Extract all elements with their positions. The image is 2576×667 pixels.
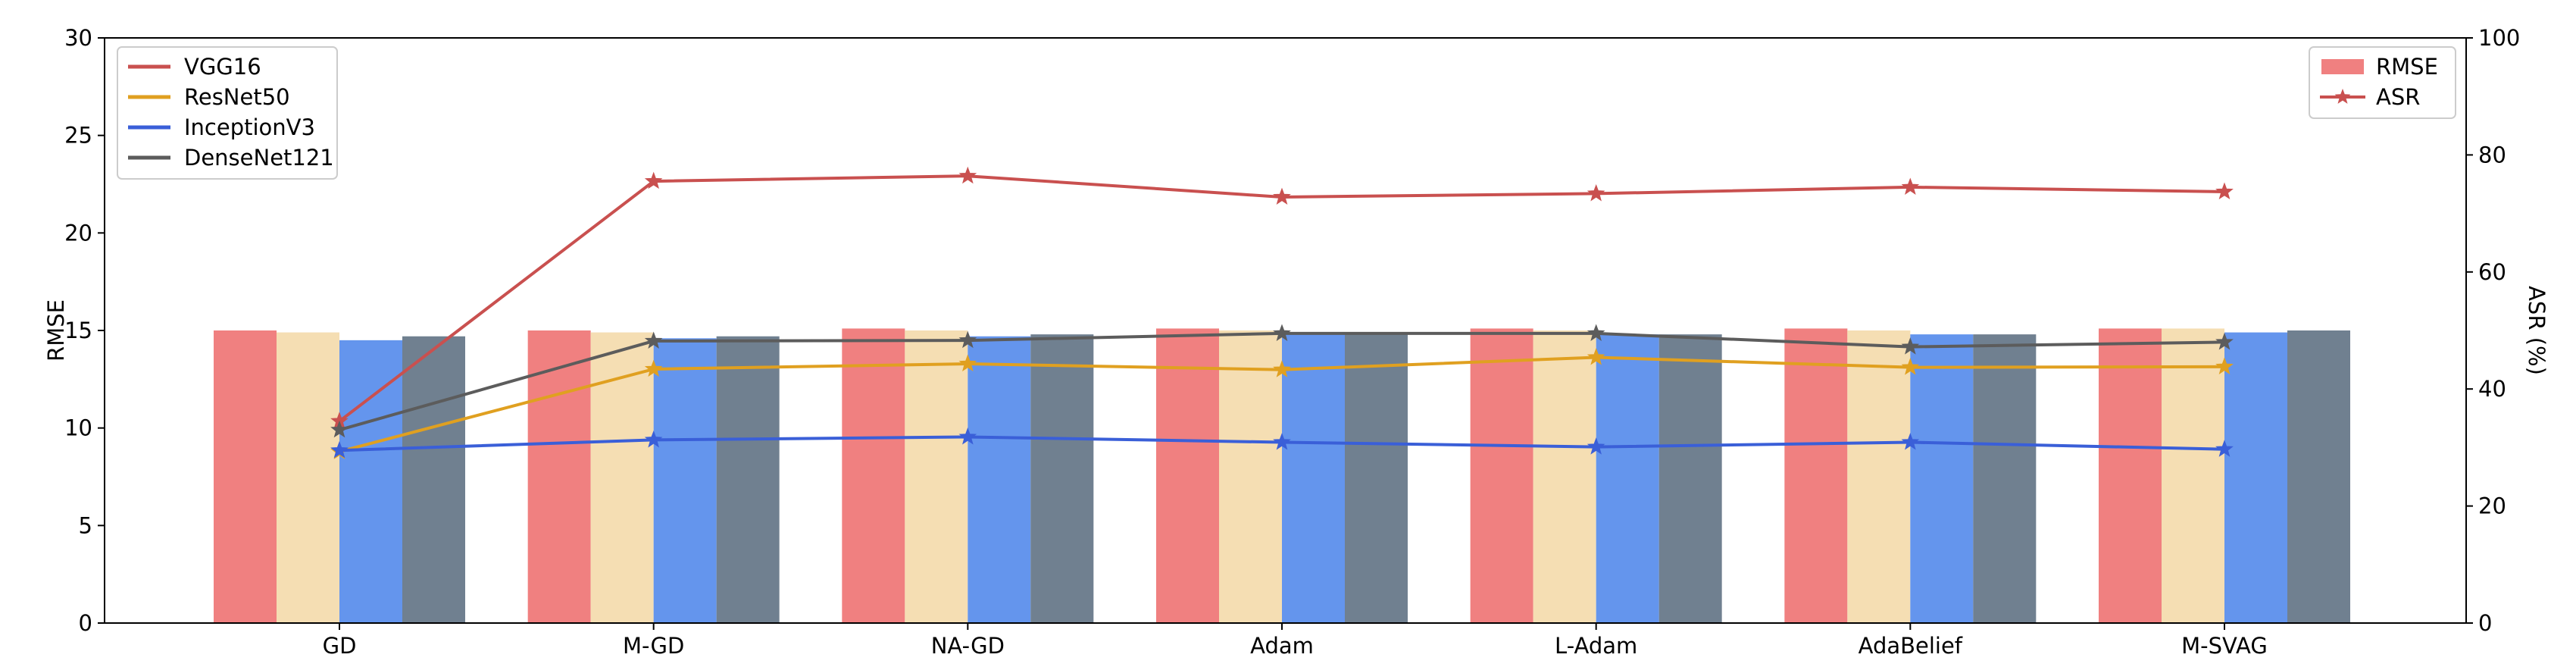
x-tick-label: AdaBelief <box>1859 633 1963 659</box>
bar-InceptionV3-M-SVAG <box>2224 332 2287 623</box>
bar-VGG16-L-Adam <box>1470 328 1533 623</box>
bar-DenseNet121-M-GD <box>716 336 780 623</box>
bar-InceptionV3-M-GD <box>653 338 717 623</box>
y2-tick-label: 60 <box>2478 259 2506 285</box>
bar-InceptionV3-AdaBelief <box>1910 334 1974 623</box>
x-tick-label: M-GD <box>623 633 684 659</box>
bar-ResNet50-L-Adam <box>1533 330 1596 623</box>
x-tick-label: Adam <box>1250 633 1314 659</box>
y2-tick-label: 40 <box>2478 376 2506 402</box>
point-VGG16-NA-GD <box>958 166 977 184</box>
bar-InceptionV3-Adam <box>1282 334 1345 623</box>
bar-VGG16-M-GD <box>527 330 591 623</box>
bar-InceptionV3-L-Adam <box>1596 334 1659 623</box>
point-DenseNet121-L-Adam <box>1587 324 1605 341</box>
point-InceptionV3-AdaBelief <box>1901 433 1920 450</box>
bar-InceptionV3-GD <box>339 340 402 623</box>
bar-VGG16-AdaBelief <box>1784 328 1848 623</box>
left-axis: 0 5 10 15 20 25 30 <box>64 25 105 636</box>
y-tick-label: 25 <box>64 123 92 149</box>
point-ResNet50-M-GD <box>644 359 663 377</box>
point-DenseNet121-NA-GD <box>958 330 977 349</box>
legend-metrics: RMSE ASR <box>2309 46 2456 119</box>
legend-star-ASR <box>2334 89 2351 104</box>
point-VGG16-L-Adam <box>1587 183 1605 202</box>
bar-VGG16-M-SVAG <box>2099 328 2162 623</box>
point-DenseNet121-GD <box>330 420 349 438</box>
bar-ResNet50-M-GD <box>590 332 654 623</box>
x-tick-label: NA-GD <box>931 633 1005 659</box>
bar-DenseNet121-AdaBelief <box>1973 334 2037 623</box>
legend-label-RMSE: RMSE <box>2376 54 2438 80</box>
y2-axis-title: ASR (%) <box>2524 286 2549 375</box>
y-tick-label: 0 <box>79 610 92 636</box>
point-DenseNet121-M-GD <box>644 331 663 349</box>
legend-label-ResNet50: ResNet50 <box>184 84 290 110</box>
point-DenseNet121-AdaBelief <box>1901 337 1920 355</box>
y2-tick-label: 20 <box>2478 493 2506 519</box>
point-InceptionV3-M-SVAG <box>2215 440 2234 457</box>
legend-models-box <box>117 46 338 180</box>
y-tick-label: 30 <box>64 25 92 51</box>
bar-VGG16-Adam <box>1156 328 1219 623</box>
bar-ResNet50-NA-GD <box>905 330 968 623</box>
legend-models: VGG16 ResNet50 InceptionV3 DenseNet121 <box>117 46 338 180</box>
bar-DenseNet121-L-Adam <box>1658 334 1722 623</box>
x-axis: GD M-GD NA-GD Adam L-Adam AdaBelief M-SVAG <box>323 623 2268 659</box>
legend-swatch-RMSE <box>2321 59 2364 74</box>
point-DenseNet121-Adam <box>1273 324 1291 341</box>
lines-layer <box>330 166 2234 459</box>
point-ResNet50-Adam <box>1273 360 1291 377</box>
bars-layer <box>214 328 2350 623</box>
point-InceptionV3-M-GD <box>644 430 663 448</box>
point-ResNet50-L-Adam <box>1587 348 1605 365</box>
bar-DenseNet121-NA-GD <box>1030 334 1094 623</box>
bar-ResNet50-M-SVAG <box>2162 328 2224 623</box>
bar-VGG16-GD <box>214 330 277 623</box>
point-DenseNet121-M-SVAG <box>2215 332 2234 350</box>
bar-VGG16-NA-GD <box>842 328 905 623</box>
point-VGG16-M-GD <box>644 171 663 189</box>
point-InceptionV3-Adam <box>1273 433 1291 450</box>
y-axis-title: RMSE <box>43 299 69 362</box>
legend-label-VGG16: VGG16 <box>184 54 261 80</box>
point-ResNet50-NA-GD <box>958 354 977 372</box>
point-VGG16-AdaBelief <box>1901 177 1920 195</box>
bar-ResNet50-Adam <box>1219 330 1282 623</box>
legend-label-DenseNet121: DenseNet121 <box>184 145 334 171</box>
y-tick-label: 20 <box>64 220 92 246</box>
bar-ResNet50-GD <box>277 332 339 623</box>
legend-label-InceptionV3: InceptionV3 <box>184 114 315 140</box>
y-tick-label: 5 <box>79 512 92 538</box>
bar-InceptionV3-NA-GD <box>968 336 1031 623</box>
x-tick-label: M-SVAG <box>2181 633 2268 659</box>
y-tick-label: 10 <box>64 415 92 441</box>
point-ResNet50-M-SVAG <box>2215 357 2234 374</box>
y-tick-label: 15 <box>64 318 92 343</box>
point-InceptionV3-GD <box>330 440 349 459</box>
y2-tick-label: 100 <box>2478 25 2520 51</box>
bar-DenseNet121-Adam <box>1345 334 1408 623</box>
y2-tick-label: 0 <box>2478 610 2492 636</box>
point-InceptionV3-NA-GD <box>958 427 977 445</box>
bar-DenseNet121-GD <box>402 336 465 623</box>
right-axis: 0 20 40 60 80 100 <box>2466 25 2520 636</box>
y2-tick-label: 80 <box>2478 142 2506 168</box>
point-VGG16-Adam <box>1273 187 1291 205</box>
legend-label-ASR: ASR <box>2376 84 2420 110</box>
x-tick-label: GD <box>323 633 357 659</box>
bar-DenseNet121-M-SVAG <box>2287 330 2350 623</box>
point-ResNet50-AdaBelief <box>1901 358 1920 375</box>
point-VGG16-M-SVAG <box>2215 182 2234 200</box>
x-tick-label: L-Adam <box>1555 633 1637 659</box>
bar-ResNet50-AdaBelief <box>1847 330 1911 623</box>
point-InceptionV3-L-Adam <box>1587 437 1605 455</box>
